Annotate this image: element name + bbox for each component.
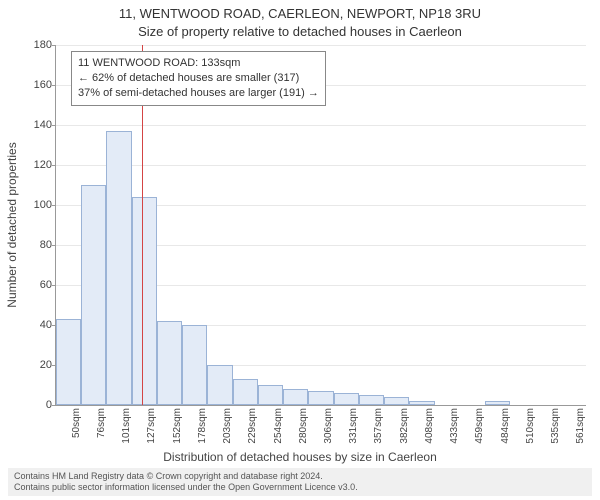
x-tick-label: 50sqm xyxy=(71,408,82,438)
histogram-bar xyxy=(157,321,182,405)
histogram-bar xyxy=(485,401,510,405)
y-tick-label: 100 xyxy=(34,199,52,211)
annotation-box: 11 WENTWOOD ROAD: 133sqm← 62% of detache… xyxy=(71,51,326,106)
y-tick-label: 80 xyxy=(40,239,52,251)
x-tick-label: 280sqm xyxy=(298,408,309,444)
gridline xyxy=(56,165,586,166)
histogram-bar xyxy=(56,319,81,405)
y-tick-label: 140 xyxy=(34,119,52,131)
x-tick-label: 152sqm xyxy=(172,408,183,444)
chart-container: 11, WENTWOOD ROAD, CAERLEON, NEWPORT, NP… xyxy=(0,0,600,500)
y-tick-label: 180 xyxy=(34,39,52,51)
x-tick-label: 433sqm xyxy=(449,408,460,444)
x-tick-label: 535sqm xyxy=(550,408,561,444)
y-tick-label: 160 xyxy=(34,79,52,91)
histogram-bar xyxy=(132,197,157,405)
y-tick-label: 40 xyxy=(40,319,52,331)
title-subtitle: Size of property relative to detached ho… xyxy=(0,24,600,39)
x-tick-label: 127sqm xyxy=(146,408,157,444)
histogram-bar xyxy=(308,391,333,405)
histogram-bar xyxy=(106,131,131,405)
y-tick-label: 0 xyxy=(46,399,52,411)
histogram-bar xyxy=(409,401,434,405)
annotation-line: 11 WENTWOOD ROAD: 133sqm xyxy=(78,56,319,71)
y-tick-mark xyxy=(52,285,56,286)
title-address: 11, WENTWOOD ROAD, CAERLEON, NEWPORT, NP… xyxy=(0,6,600,21)
y-tick-label: 120 xyxy=(34,159,52,171)
x-tick-label: 229sqm xyxy=(247,408,258,444)
y-tick-mark xyxy=(52,85,56,86)
histogram-bar xyxy=(334,393,359,405)
y-tick-label: 20 xyxy=(40,359,52,371)
x-tick-label: 510sqm xyxy=(525,408,536,444)
x-tick-label: 254sqm xyxy=(273,408,284,444)
x-axis-label: Distribution of detached houses by size … xyxy=(0,450,600,464)
annotation-line: ← 62% of detached houses are smaller (31… xyxy=(78,71,319,86)
x-tick-label: 357sqm xyxy=(373,408,384,444)
annotation-line: 37% of semi-detached houses are larger (… xyxy=(78,86,319,101)
x-tick-label: 331sqm xyxy=(348,408,359,444)
plot-area: 11 WENTWOOD ROAD: 133sqm← 62% of detache… xyxy=(55,45,586,406)
histogram-bar xyxy=(283,389,308,405)
histogram-bar xyxy=(81,185,106,405)
y-tick-mark xyxy=(52,245,56,246)
footer-attribution: Contains HM Land Registry data © Crown c… xyxy=(8,468,592,496)
y-tick-label: 60 xyxy=(40,279,52,291)
y-tick-mark xyxy=(52,125,56,126)
x-tick-label: 484sqm xyxy=(500,408,511,444)
histogram-bar xyxy=(207,365,232,405)
x-tick-label: 408sqm xyxy=(424,408,435,444)
histogram-bar xyxy=(182,325,207,405)
gridline xyxy=(56,45,586,46)
x-tick-label: 306sqm xyxy=(323,408,334,444)
histogram-bar xyxy=(359,395,384,405)
y-tick-mark xyxy=(52,405,56,406)
x-tick-label: 382sqm xyxy=(399,408,410,444)
footer-line1: Contains HM Land Registry data © Crown c… xyxy=(14,471,586,482)
x-tick-label: 203sqm xyxy=(222,408,233,444)
x-tick-label: 178sqm xyxy=(197,408,208,444)
x-tick-label: 561sqm xyxy=(575,408,586,444)
y-tick-mark xyxy=(52,165,56,166)
y-axis-label: Number of detached properties xyxy=(5,142,19,307)
x-tick-label: 76sqm xyxy=(96,408,107,438)
y-tick-mark xyxy=(52,45,56,46)
x-tick-label: 459sqm xyxy=(474,408,485,444)
x-tick-label: 101sqm xyxy=(121,408,132,444)
histogram-bar xyxy=(384,397,409,405)
histogram-bar xyxy=(233,379,258,405)
footer-line2: Contains public sector information licen… xyxy=(14,482,586,493)
gridline xyxy=(56,125,586,126)
histogram-bar xyxy=(258,385,283,405)
y-tick-mark xyxy=(52,205,56,206)
